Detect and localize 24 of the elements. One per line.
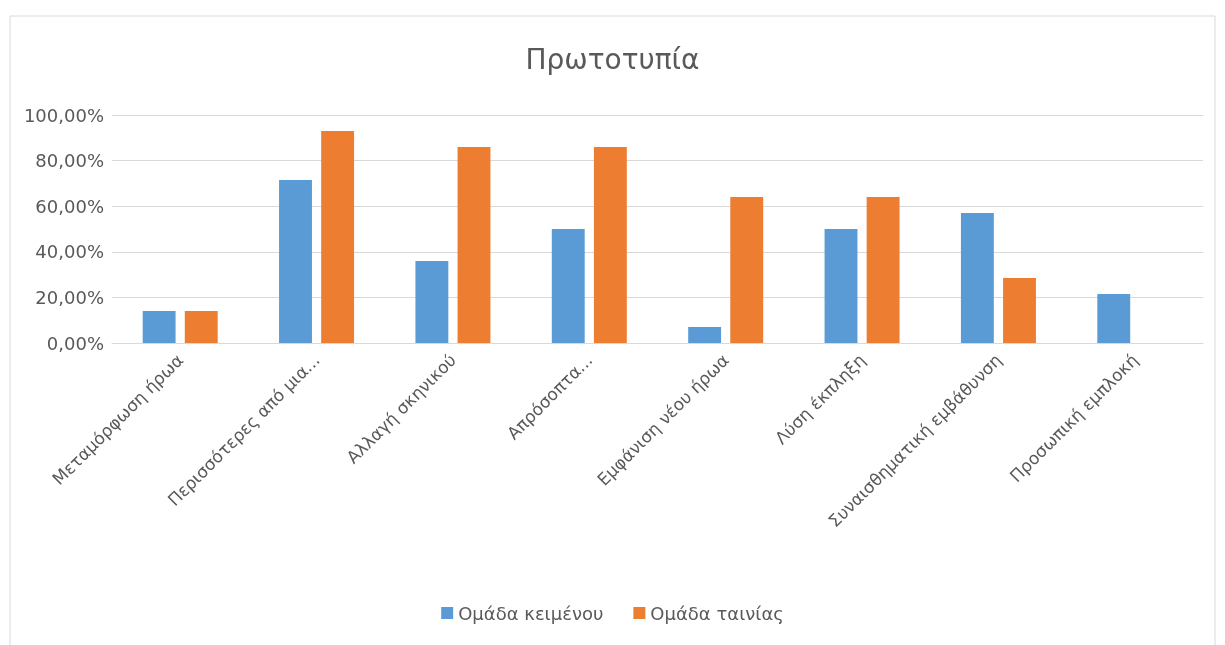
bar — [142, 311, 176, 343]
y-tick-label: 20,00% — [35, 286, 104, 308]
legend-label: Ομάδα ταινίας — [650, 602, 784, 624]
bar — [593, 146, 627, 343]
bar — [1097, 293, 1131, 343]
bar — [730, 197, 764, 343]
y-tick-label: 100,00% — [23, 104, 104, 126]
chart-title: Πρωτοτυπία — [525, 42, 700, 76]
bar — [866, 197, 900, 343]
y-tick-label: 0,00% — [46, 332, 104, 354]
bar — [551, 229, 585, 343]
bar — [184, 311, 218, 343]
bar — [279, 179, 312, 343]
bar — [960, 213, 994, 343]
y-tick-label: 80,00% — [35, 150, 104, 172]
bar — [1003, 278, 1036, 343]
legend-label: Ομάδα κειμένου — [458, 602, 604, 624]
y-tick-label: 60,00% — [35, 195, 104, 217]
bar — [457, 146, 491, 343]
y-tick-label: 40,00% — [35, 241, 104, 263]
bar — [688, 327, 722, 343]
bar — [415, 260, 449, 343]
bar — [824, 229, 858, 343]
bar — [321, 130, 355, 343]
